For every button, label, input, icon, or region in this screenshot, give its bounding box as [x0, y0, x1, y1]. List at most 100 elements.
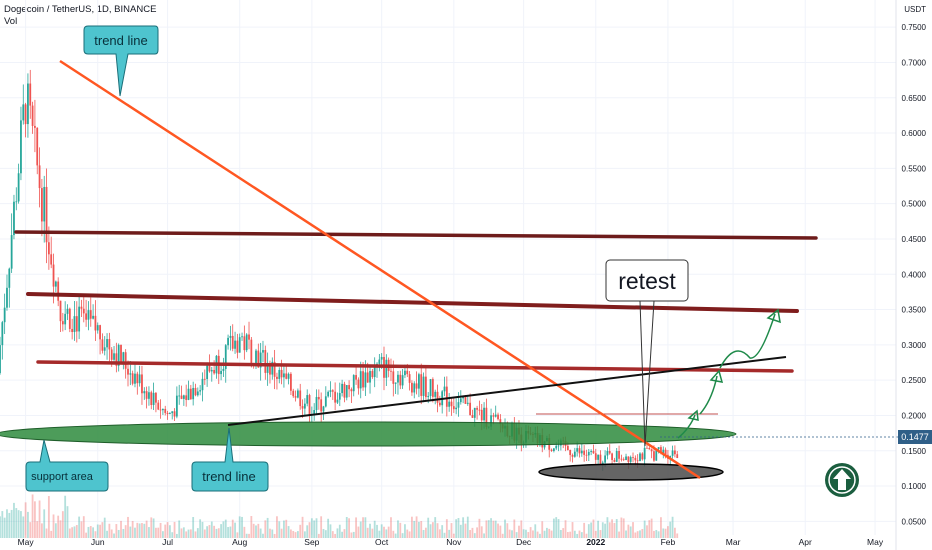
candle-body: [276, 376, 278, 379]
volume-bar: [664, 528, 667, 538]
volume-bar: [45, 528, 48, 538]
volume-bar: [674, 527, 676, 538]
volume-bar: [559, 529, 562, 538]
x-tick-label: Jul: [162, 537, 173, 547]
volume-bar: [555, 517, 558, 538]
volume-bar: [264, 520, 267, 538]
volume-bar: [669, 521, 672, 538]
candle-body: [611, 453, 613, 460]
candle-body: [592, 451, 595, 454]
volume-bar: [231, 519, 234, 538]
volume-bar: [494, 520, 497, 538]
volume-bar: [220, 524, 222, 538]
candle-body: [3, 307, 6, 323]
candle-body: [15, 201, 18, 203]
callout-retest: retest: [605, 259, 689, 447]
x-tick-label: Aug: [232, 537, 247, 547]
volume-bar: [38, 500, 41, 538]
candle-body: [134, 373, 136, 384]
candle-body: [634, 457, 637, 461]
volume-bar: [22, 516, 25, 538]
volume-bar: [248, 533, 250, 538]
volume-bar: [1, 511, 4, 538]
candles: [0, 69, 679, 471]
candle-body: [350, 389, 353, 392]
y-tick-label: 0.3000: [902, 341, 927, 350]
volume-bar: [406, 529, 409, 538]
volume-bar: [150, 517, 153, 538]
volume-bar: [397, 520, 399, 538]
volume-bar: [411, 516, 413, 538]
volume-bar: [171, 532, 174, 538]
candle-body: [639, 453, 641, 461]
volume-bar: [124, 525, 127, 538]
volume-bar: [43, 509, 46, 538]
candle-body: [38, 165, 41, 189]
volume-bar: [485, 520, 488, 538]
candle-body: [343, 383, 346, 398]
volume-bar: [29, 522, 32, 538]
volume-bar: [217, 528, 220, 538]
volume-bar: [189, 529, 192, 538]
volume-bar: [499, 525, 502, 538]
volume-bar: [625, 530, 627, 538]
candle-body: [82, 308, 85, 314]
candle-body: [196, 391, 199, 396]
volume-bar: [452, 533, 455, 538]
candle-body: [385, 359, 388, 378]
candle-body: [141, 374, 143, 394]
volume-bar: [301, 516, 304, 538]
resistance-line-035: [26, 292, 799, 313]
volume-bar: [504, 519, 506, 538]
volume-bar: [101, 522, 104, 538]
volume-bar: [96, 524, 99, 538]
volume-bar: [66, 506, 69, 538]
candle-body: [168, 413, 171, 415]
candle-body: [178, 395, 181, 397]
volume-bar: [448, 529, 451, 538]
volume-bar: [271, 529, 274, 538]
volume-bar: [54, 523, 57, 538]
candle-body: [492, 415, 495, 417]
candle-body: [674, 450, 676, 455]
candle-body: [438, 402, 441, 406]
candle-body: [27, 83, 29, 125]
y-tick-label: 0.4500: [902, 235, 927, 244]
volume-bar: [10, 509, 13, 538]
candle-body: [625, 456, 627, 461]
axes: 0.0500 0.1000 0.1500 0.2000 0.2500 0.3000 0.35…: [18, 0, 927, 550]
volume-bar: [296, 531, 299, 538]
volume-bar: [478, 518, 481, 538]
volume-bar: [294, 532, 297, 538]
volume-bar: [369, 523, 371, 538]
volume-bar: [155, 527, 157, 538]
candle-body: [390, 370, 392, 372]
candle-body: [222, 368, 225, 371]
volume-bar: [17, 510, 20, 538]
candle-body: [206, 365, 209, 379]
candle-body: [294, 396, 297, 398]
candle-body: [285, 373, 288, 379]
volume-bar: [338, 524, 341, 538]
candle-body: [59, 300, 62, 322]
volume-bar: [8, 512, 11, 538]
volume-bar: [518, 525, 520, 538]
volume-bar: [660, 517, 662, 538]
volume-bar: [303, 531, 306, 538]
volume-bar: [343, 529, 346, 538]
candle-body: [229, 335, 232, 338]
x-tick-label: Apr: [799, 537, 812, 547]
volume-bar: [359, 521, 362, 538]
volume-bar: [401, 533, 404, 538]
volume-bar: [573, 530, 576, 538]
candle-body: [348, 385, 350, 390]
volume-bar: [562, 528, 565, 538]
candle-body: [213, 369, 216, 374]
drawings: trend line trend line support area retes…: [0, 25, 898, 497]
candle-body: [257, 350, 260, 368]
volume-bar: [266, 517, 269, 538]
volume-bar: [541, 521, 544, 538]
volume-bar: [252, 523, 255, 538]
volume-bar: [280, 528, 283, 538]
